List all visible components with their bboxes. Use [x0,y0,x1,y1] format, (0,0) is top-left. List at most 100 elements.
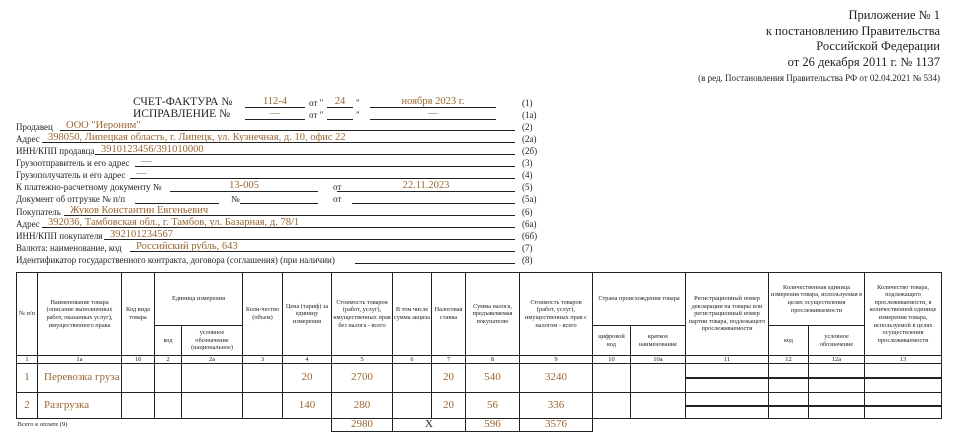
shipment-doc-label: Документ об отгрузке № п/п [16,194,126,204]
appendix-header: Приложение № 1 к постановлению Правитель… [766,8,940,70]
seller-address-label: Адрес [16,134,40,144]
payment-doc-label: К платежно-расчетному документу № [16,182,162,192]
item-tax: 56 [465,392,520,419]
contract-id-label: Идентификатор государственного контракта… [16,255,335,265]
table-row: 1 Перевозка груза 20 2700 20 540 3240 [16,363,942,393]
shipment-doc-no: № [231,194,240,204]
invoice-number: 112-4 [245,96,305,108]
column-number: 5 [331,355,393,364]
buyer-value: Жуков Константин Евгеньевич [64,205,515,216]
appendix-line: от 26 декабря 2011 г. № 1137 [787,54,940,69]
column-number: 1 [16,355,38,364]
item-cost: 280 [331,392,393,419]
totals-row: Всего к оплате (9) 2980 X 596 3576 [17,418,942,432]
header-row: № п/п Наименование товара (описание выпо… [16,272,942,356]
item-total: 336 [519,392,593,419]
seller-address-value: 398050, Липецкая область, г. Липецк, ул.… [42,132,515,143]
header-cell: код [154,325,182,356]
empty-cell [592,392,631,419]
item-price: 140 [282,392,332,419]
column-number: 10а [630,355,686,364]
total-cost: 2980 [331,418,393,432]
shipper-label: Грузоотправитель и его адрес [16,158,130,168]
quote-mark: " [356,98,360,108]
totals-label: Всего к оплате (9) [17,421,68,429]
item-cost: 2700 [331,363,393,393]
table-row: 2 Разгрузка 140 280 20 56 336 [16,392,942,419]
empty-cell [592,363,631,393]
column-number: 6 [392,355,432,364]
header-cell: краткое наименование [630,325,686,356]
currency-label: Валюта: наименование, код [16,243,122,253]
header-cell: условное обозначение (национальное) [181,325,243,356]
header-cell: Налоговая ставка [431,272,466,356]
seller-label: Продавец [16,122,53,132]
appendix-line: к постановлению Правительства [765,23,940,38]
empty-cell [154,392,182,419]
appendix-line: Российской Федерации [816,39,940,53]
row-code: (6а) [522,219,537,229]
consignee-value: — [130,168,515,179]
invoice-day: 24 [327,96,353,108]
header-cell: код [768,325,809,356]
row-code: (1) [522,98,533,108]
split-cell [864,392,942,419]
header-cell: Цена (тариф) за единицу измерения [282,272,332,356]
empty-cell [181,363,243,393]
item-name: Перевозка груза [37,363,122,393]
item-tax-rate: 20 [431,392,466,419]
row-code: (2б) [522,146,538,156]
invoice-month-year: ноября 2023 г. [370,96,496,108]
shipment-doc-date [352,192,515,204]
column-number: 2а [181,355,243,364]
header-cell: Стоимость товаров (работ, услуг), имущес… [519,272,593,356]
header-cell: Количественная единица измерения товара,… [768,272,865,326]
goods-table: № п/п Наименование товара (описание выпо… [16,272,942,432]
split-cell [768,392,809,419]
split-cell [864,363,942,393]
shipment-doc-number [240,192,318,204]
row-code: (6б) [522,231,538,241]
buyer-inn-label: ИНН/КПП покупателя [16,231,103,241]
header-cell: Коли-чество (объем) [242,272,283,356]
item-price: 20 [282,363,332,393]
empty-cell [593,419,942,432]
empty-cell [121,392,155,419]
row-code: (5а) [522,194,537,204]
empty-cell [630,392,686,419]
edition-note: (в ред. Постановления Правительства РФ о… [698,73,940,83]
shipment-doc-ot: от [333,194,342,204]
header-cell: Наименование товара (описание выполненны… [37,272,122,356]
split-cell [808,392,865,419]
correction-title: ИСПРАВЛЕНИЕ № [133,108,231,120]
quote-mark: " [356,110,360,120]
empty-cell [242,392,283,419]
shipment-doc-line [135,192,219,204]
empty-cell [181,392,243,419]
correction-number: — [245,108,305,120]
column-number: 2 [154,355,182,364]
seller-inn-label: ИНН/КПП продавца [16,146,95,156]
empty-cell [392,392,432,419]
header-cell: условное обозначение [808,325,865,356]
row-code: (2) [522,122,533,132]
row-number: 2 [16,392,38,419]
column-number: 12 [768,355,809,364]
buyer-address-value: 392036, Тамбовская обл., г. Тамбов, ул. … [42,217,515,228]
row-code: (1а) [522,110,537,120]
row-code: (4) [522,170,533,180]
total-excise: X [392,418,466,432]
column-number: 3 [242,355,283,364]
header-cell: Регистрационный номер декларации на това… [685,272,769,356]
column-number-row: 1 1а 1б 2 2а 3 4 5 6 7 8 9 10 10а 11 12 12а 13 [16,355,942,364]
payment-doc-date: 22.11.2023 [337,180,515,192]
split-cell [808,363,865,393]
header-cell: № п/п [16,272,38,356]
invoice-title: СЧЕТ-ФАКТУРА № [133,96,233,108]
appendix-line: Приложение № 1 [848,8,940,22]
header-cell: Код вида товара [121,272,155,356]
header-cell: Единица измерения [154,272,243,326]
empty-cell [154,363,182,393]
row-code: (5) [522,182,533,192]
